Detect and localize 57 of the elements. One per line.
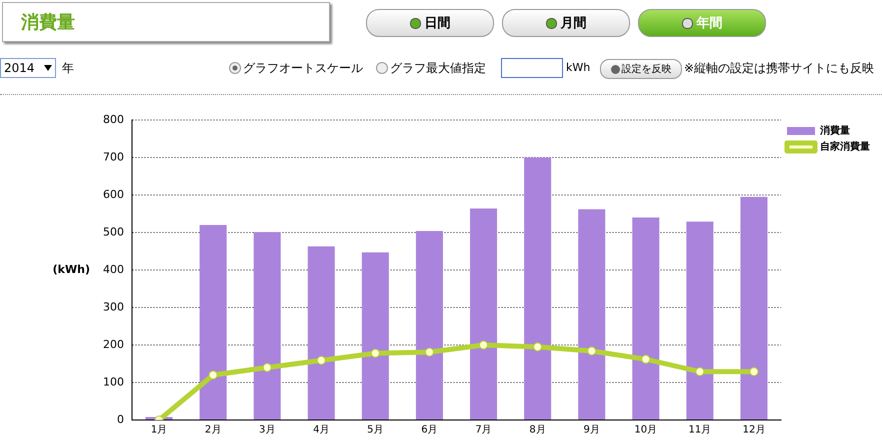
point [479,340,488,350]
text: ※縦軸の設定は携帯サイトにも反映 [684,60,874,77]
bar [308,246,335,420]
x-tick-label: 9月 [584,424,600,436]
y-tick-label: 0 [116,412,124,426]
x-tick-label: 8月 [529,424,546,436]
x-tick-label: 12月 [742,424,766,436]
x-tick-label: 3月 [259,424,276,436]
bar [578,209,606,420]
bar [416,231,443,420]
x-tick-label: 4月 [313,424,330,436]
y-tick-label: 500 [102,225,124,238]
bar [632,218,660,420]
text: グラフオートスケール [243,60,363,77]
bar [362,252,389,420]
bar [200,225,227,420]
y-axis-title: (kWh) [52,262,90,276]
text: グラフ最大値指定 [390,60,486,77]
y-tick-label: 400 [102,262,124,276]
point [533,342,542,352]
y-tick-label: 600 [102,188,124,201]
point [695,367,704,376]
legend-label: 自家消費量 [820,140,870,153]
legend-label: 消費量 [819,124,850,137]
x-tick-label: 10月 [634,424,658,436]
chart-title: 消費量 [21,11,75,34]
bar [686,222,714,420]
text: 月間 [560,15,586,32]
y-tick-label: 800 [102,112,124,126]
text: 2014 [4,61,35,75]
y-tick-label: 100 [102,375,124,388]
point [641,354,650,364]
text: 日間 [424,15,450,32]
point [749,367,758,376]
point [262,363,272,372]
bar [740,196,768,420]
x-tick-label: 2月 [204,424,222,436]
y-tick-label: 200 [102,338,124,351]
text: 年間 [696,15,722,32]
x-tick-label: 1月 [150,424,168,436]
y-tick-label: 700 [102,150,124,164]
bar [470,208,498,420]
y-tick-label: 300 [102,300,124,314]
x-tick-label: 7月 [475,424,492,436]
bar [524,158,552,420]
x-tick-label: 5月 [367,424,384,436]
text: kWh [566,61,590,74]
point [370,348,380,358]
point [424,348,434,357]
point [316,356,326,365]
point [208,370,218,380]
text: 設定を反映 [600,59,682,79]
text: 年 [62,60,74,77]
point [587,346,596,356]
bar [254,232,281,420]
x-tick-label: 11月 [688,424,712,436]
x-tick-label: 6月 [421,424,438,436]
